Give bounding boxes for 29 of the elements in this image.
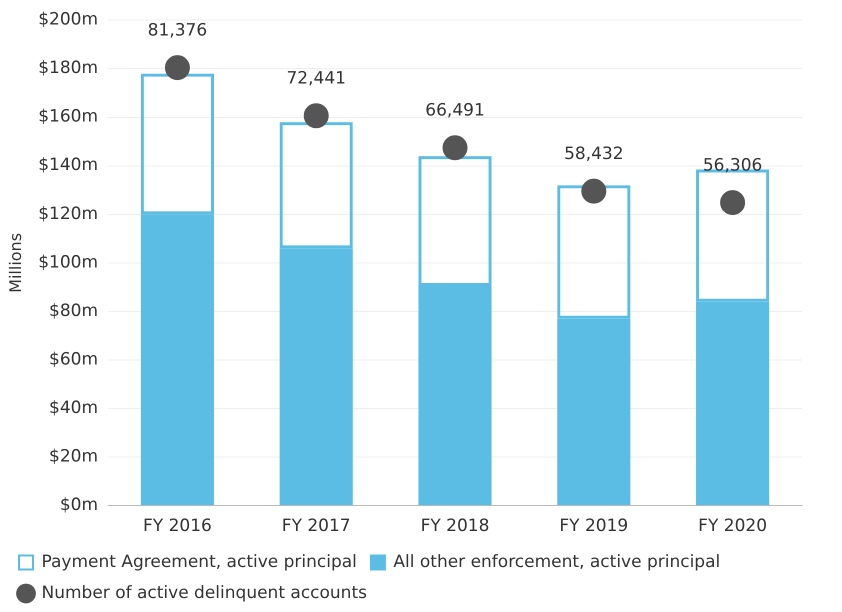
point: [304, 103, 329, 128]
y-tick-label: $160m: [38, 106, 98, 127]
point: [720, 190, 746, 216]
y-tick-label: $20m: [49, 446, 98, 466]
x-tick-label: FY 2020: [698, 516, 768, 536]
y-tick-label: $120m: [38, 204, 98, 224]
y-tick-label: $40m: [49, 398, 98, 418]
y-tick-label: $140m: [38, 155, 98, 176]
point: [442, 135, 468, 160]
y-axis-title: Millions: [6, 232, 25, 293]
y-tick-label: $200m: [38, 10, 98, 30]
x-tick-label: FY 2017: [282, 516, 351, 536]
y-tick-label: $100m: [38, 252, 98, 272]
x-tick-label: FY 2018: [420, 516, 490, 536]
x-tick-label: FY 2019: [559, 516, 628, 536]
y-tick-label: $80m: [49, 300, 98, 321]
legend-label: Payment Agreement, active principal: [42, 552, 357, 572]
data-label: 72,441: [286, 68, 346, 89]
point: [164, 55, 190, 80]
legend-label: All other enforcement, active principal: [393, 552, 720, 572]
y-tick-label: $60m: [49, 349, 98, 370]
x-tick-label: FY 2016: [143, 516, 212, 536]
y-tick-label: $180m: [38, 58, 98, 78]
data-label: 66,491: [425, 100, 485, 121]
point: [581, 178, 606, 204]
data-label: 58,432: [564, 144, 624, 164]
y-tick-label: $0m: [60, 495, 98, 516]
data-label: 81,376: [148, 20, 208, 41]
legend-label: Number of active delinquent accounts: [42, 582, 368, 603]
